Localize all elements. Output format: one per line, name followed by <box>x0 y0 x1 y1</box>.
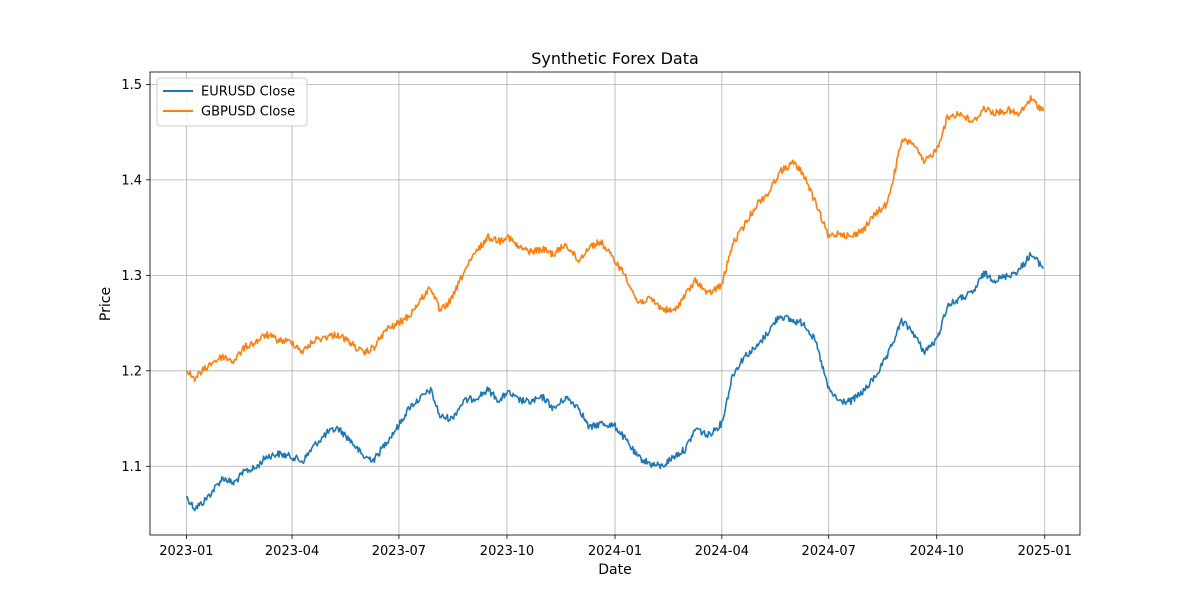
y-tick-label: 1.3 <box>121 269 142 284</box>
x-tick-label: 2023-10 <box>480 544 534 559</box>
legend-label: EURUSD Close <box>201 85 295 100</box>
x-tick-label: 2025-01 <box>1018 544 1072 559</box>
legend-box <box>156 77 308 127</box>
axes-layer: 2023-01 2023-04 2023-07 2023-10 2024-01 2024-… <box>121 71 1081 559</box>
series-layer <box>185 95 1045 512</box>
y-tick-label: 1.4 <box>121 173 142 188</box>
y-tick-label: 1.5 <box>121 78 142 93</box>
plot-frame <box>149 71 1081 536</box>
series-line-eurusd <box>185 252 1044 512</box>
x-tick-label: 2024-10 <box>910 544 964 559</box>
y-axis-label: Price <box>98 287 114 321</box>
x-tick-label: 2023-01 <box>159 544 213 559</box>
series-line-gbpusd <box>186 95 1045 383</box>
chart-title: Synthetic Forex Data <box>531 49 699 68</box>
legend-label: GBPUSD Close <box>201 105 295 120</box>
x-tick-label: 2024-01 <box>588 544 642 559</box>
legend: EURUSD Close GBPUSD Close <box>156 77 308 127</box>
x-tick-label: 2024-04 <box>695 544 749 559</box>
x-tick-label: 2024-07 <box>802 544 856 559</box>
x-axis-label: Date <box>598 562 631 578</box>
x-tick-label: 2023-07 <box>372 544 426 559</box>
y-tick-label: 1.1 <box>121 460 142 475</box>
x-tick-label: 2023-04 <box>265 544 319 559</box>
y-tick-label: 1.2 <box>121 364 142 379</box>
